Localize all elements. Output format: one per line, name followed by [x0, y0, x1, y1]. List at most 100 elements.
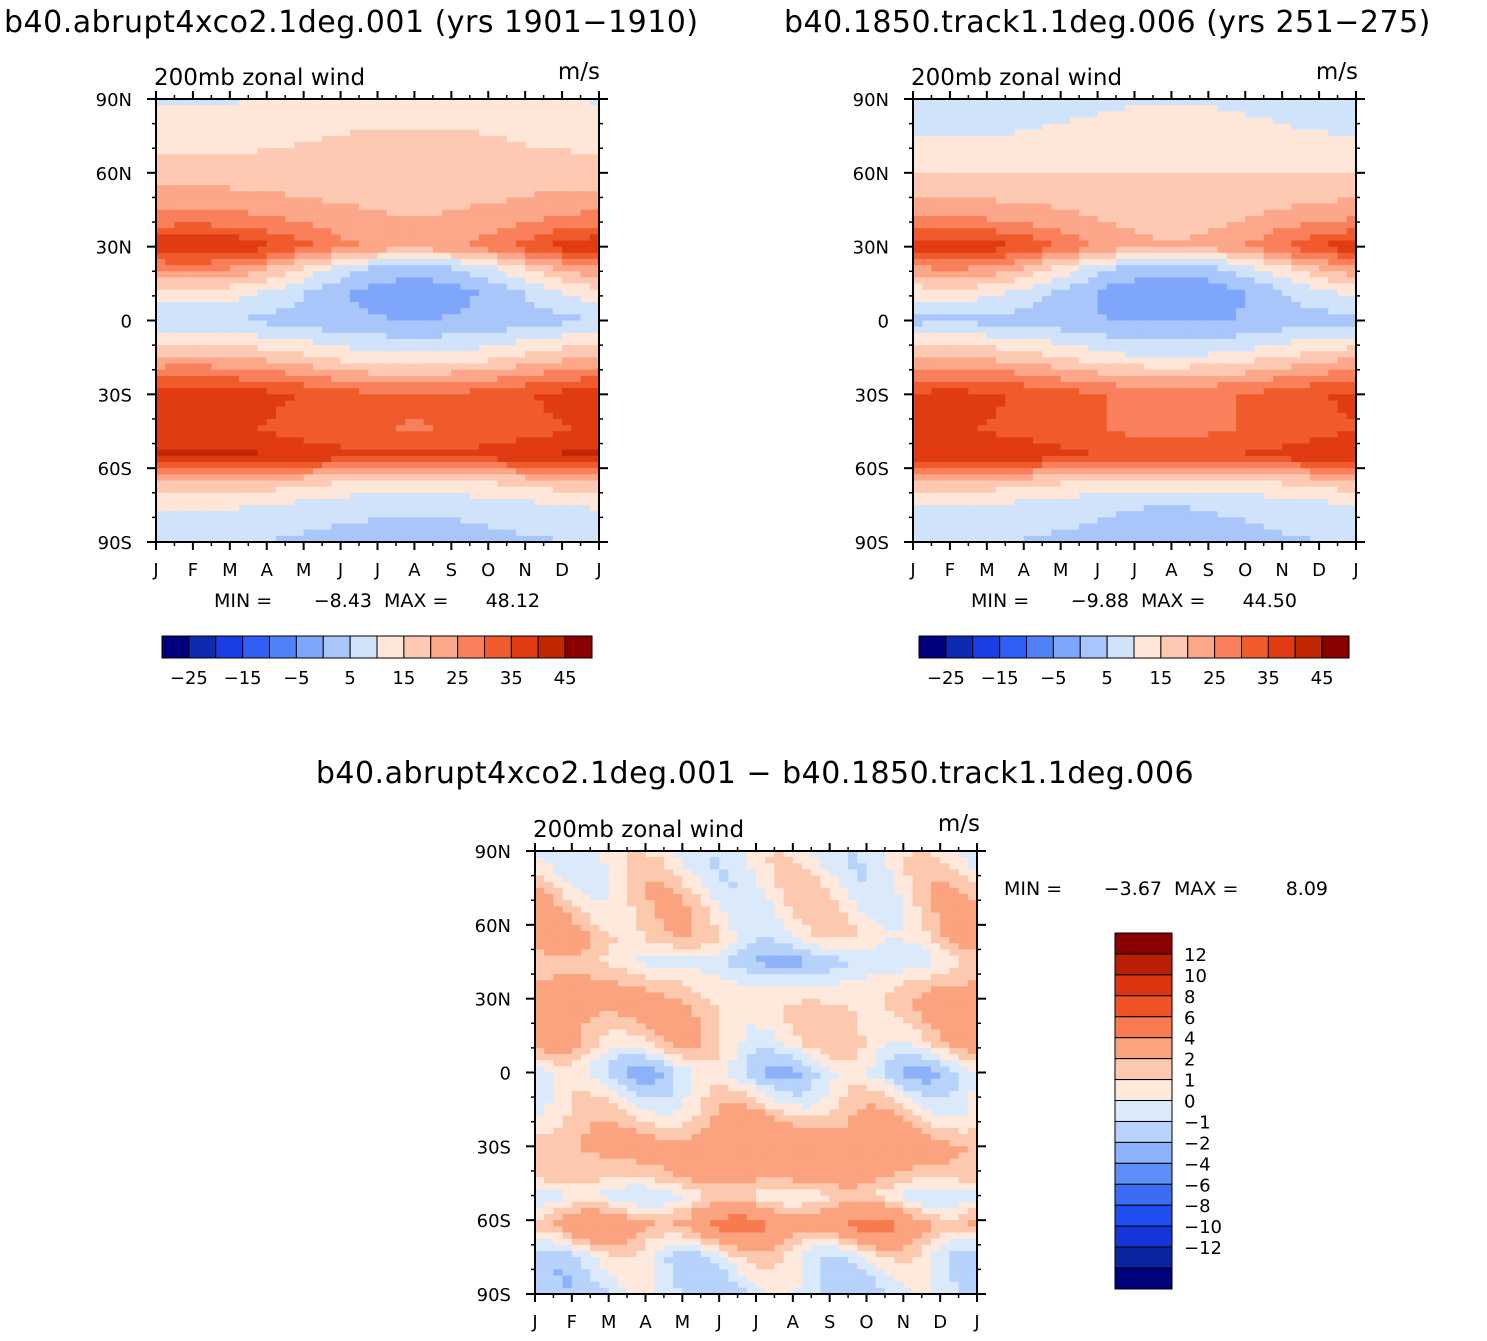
field-cell [968, 252, 979, 260]
field-cell [580, 129, 591, 137]
field-cell [968, 185, 979, 192]
field-cell [451, 425, 462, 432]
field-cell [414, 338, 425, 346]
field-cell [913, 197, 923, 205]
field-cell [331, 215, 342, 223]
field-cell [913, 111, 923, 119]
field-cell [1079, 178, 1089, 186]
field-cell [312, 437, 323, 445]
field-cell [977, 283, 988, 291]
field-cell [359, 123, 369, 131]
field-cell [165, 234, 176, 242]
field-cell [515, 375, 526, 383]
field-cell [442, 222, 452, 229]
field-cell [1042, 308, 1053, 315]
field-cell [248, 449, 259, 457]
field-cell [488, 215, 499, 223]
field-cell [331, 468, 342, 475]
field-cell [442, 474, 452, 482]
field-cell [368, 289, 379, 297]
field-cell [543, 178, 554, 186]
field-cell [165, 228, 176, 235]
field-cell [949, 486, 960, 494]
field-cell [192, 462, 203, 469]
field-cell [580, 394, 591, 402]
field-cell [285, 129, 296, 137]
field-cell [562, 375, 572, 383]
field-cell [1023, 258, 1034, 266]
field-cell [949, 203, 960, 211]
field-cell [359, 418, 369, 426]
field-cell [506, 302, 517, 309]
field-cell [959, 209, 969, 217]
field-cell [1060, 498, 1071, 506]
field-cell [922, 191, 933, 199]
field-cell [1051, 338, 1062, 346]
field-cell [202, 320, 212, 328]
field-cell [469, 178, 480, 186]
field-cell [913, 99, 923, 106]
field-cell [1060, 363, 1071, 371]
field-cell [239, 123, 249, 131]
field-cell [949, 172, 960, 180]
field-cell [405, 154, 416, 162]
field-cell [451, 443, 462, 451]
field-cell [229, 142, 240, 149]
field-cell [515, 388, 526, 395]
field-cell [303, 363, 314, 371]
field-cell [469, 375, 480, 383]
field-cell [996, 178, 1006, 186]
field-cell [1051, 197, 1062, 205]
field-cell [1069, 295, 1080, 303]
field-cell [986, 129, 997, 137]
field-cell [534, 215, 545, 223]
field-cell [165, 111, 176, 119]
field-cell [469, 431, 480, 438]
field-cell [174, 246, 185, 254]
field-cell [977, 443, 988, 451]
field-cell [1005, 443, 1016, 451]
colorbar-label: 25 [446, 668, 469, 689]
field-cell [174, 252, 185, 260]
field-cell [996, 474, 1006, 482]
field-cell [156, 105, 166, 112]
x-tick-label: M [296, 560, 312, 581]
field-cell [423, 369, 434, 377]
field-cell [1032, 191, 1043, 199]
field-cell [331, 129, 342, 137]
field-cell [469, 308, 480, 315]
field-cell [423, 400, 434, 408]
field-cell [1069, 338, 1080, 346]
field-cell [414, 252, 425, 260]
field-cell [515, 535, 526, 542]
field-cell [506, 418, 517, 426]
field-cell [1069, 345, 1080, 352]
field-cell [506, 240, 517, 248]
field-cell [543, 289, 554, 297]
field-cell [580, 535, 591, 542]
field-cell [432, 197, 443, 205]
field-cell [229, 258, 240, 266]
field-cell [1023, 283, 1034, 291]
field-cell [1051, 437, 1062, 445]
field-cell [506, 338, 517, 346]
field-cell [1023, 480, 1034, 488]
field-cell [331, 166, 342, 174]
field-cell [1042, 209, 1053, 217]
field-cell [968, 338, 979, 346]
field-cell [488, 492, 499, 500]
field-cell [525, 498, 535, 506]
field-cell [515, 185, 526, 192]
field-cell [922, 160, 933, 168]
field-cell [405, 142, 416, 149]
field-cell [248, 123, 259, 131]
field-cell [1023, 462, 1034, 469]
field-cell [303, 357, 314, 365]
field-cell [248, 332, 259, 340]
field-cell [183, 529, 194, 537]
field-cell [368, 338, 379, 346]
field-cell [515, 277, 526, 285]
field-cell [1060, 203, 1071, 211]
field-cell [239, 178, 249, 186]
field-cell [949, 277, 960, 285]
